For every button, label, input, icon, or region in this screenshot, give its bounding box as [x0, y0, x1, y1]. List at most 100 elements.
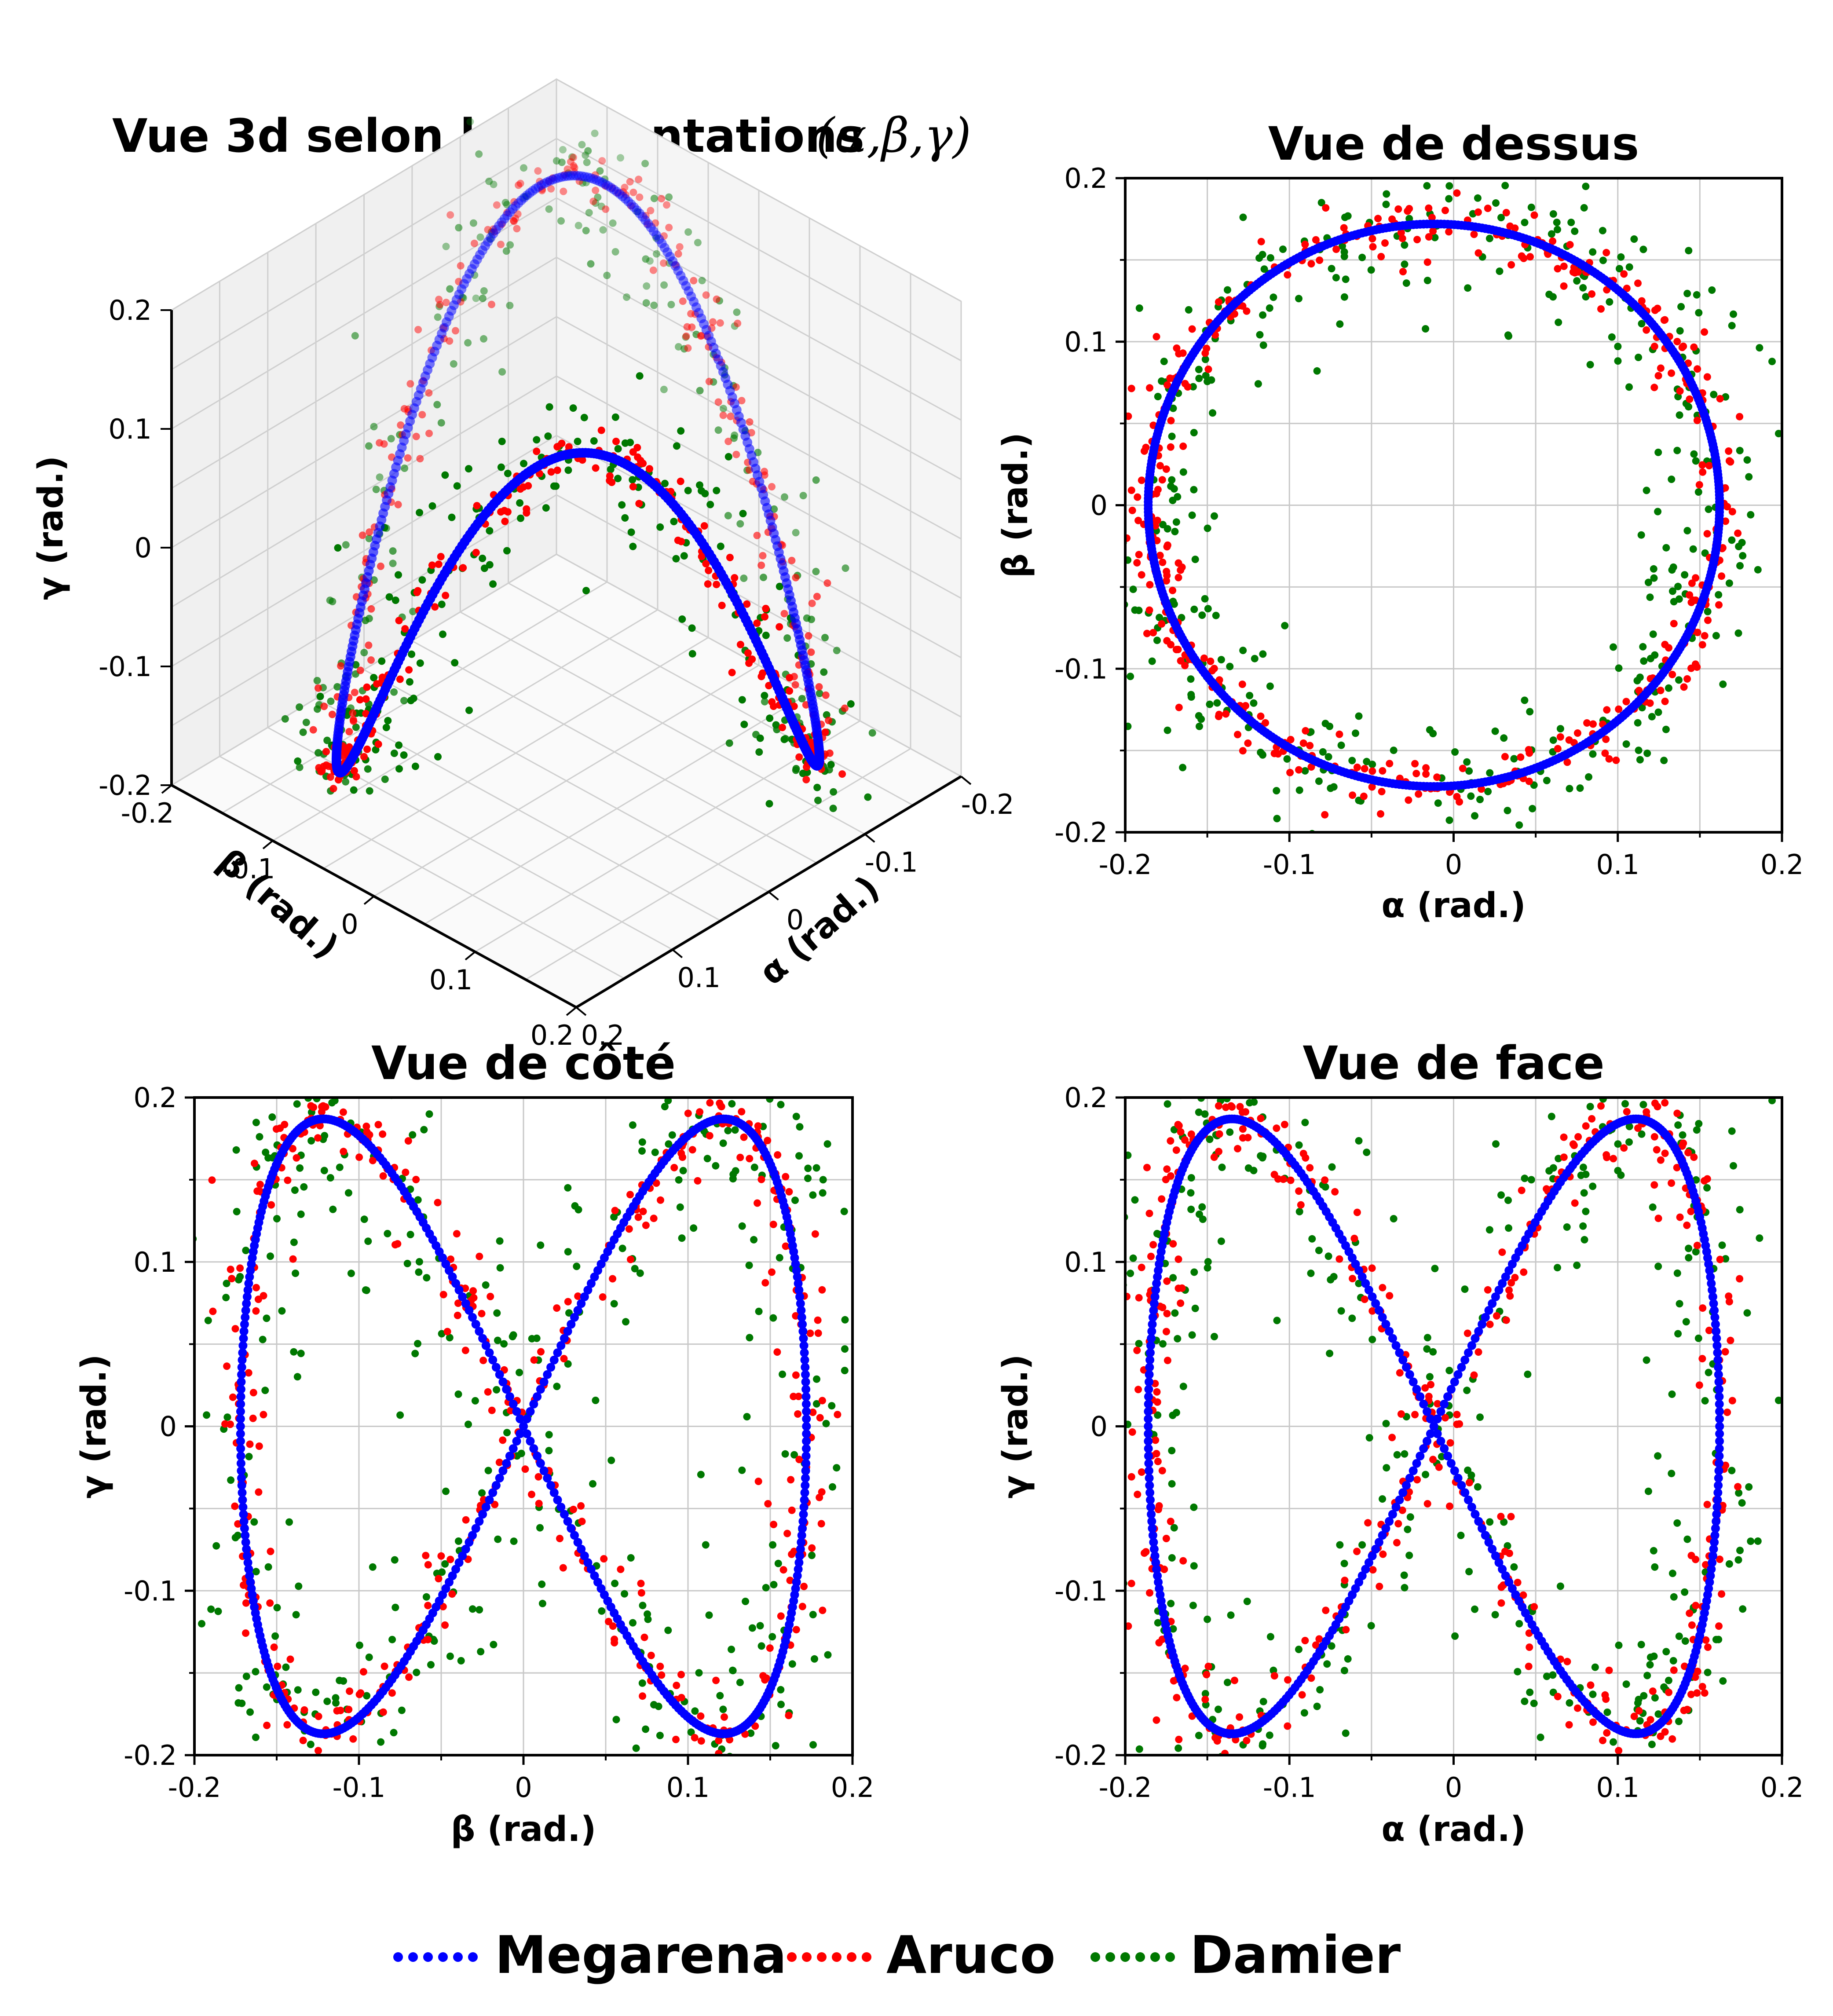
data-point — [1167, 1599, 1175, 1607]
data-point — [338, 1070, 345, 1077]
data-point — [1687, 1690, 1695, 1698]
data-point — [1135, 1294, 1143, 1302]
data-point — [580, 1551, 589, 1560]
data-point — [510, 217, 517, 225]
data-point — [1167, 1172, 1174, 1180]
data-point — [1445, 816, 1453, 824]
data-point — [397, 421, 405, 429]
data-point — [314, 705, 321, 713]
data-point — [567, 158, 574, 166]
data-point — [1154, 486, 1162, 494]
data-point — [1397, 229, 1405, 237]
data-point — [1657, 687, 1665, 695]
data-point — [802, 1422, 811, 1431]
data-point — [236, 1264, 244, 1272]
data-point — [485, 1495, 494, 1504]
data-point — [251, 1160, 258, 1167]
data-point — [703, 1155, 711, 1163]
data-point — [300, 1183, 308, 1191]
data-point — [1236, 1713, 1244, 1721]
data-point — [786, 687, 794, 695]
data-point — [801, 1385, 811, 1394]
data-point — [1445, 182, 1453, 190]
data-point — [1141, 1549, 1148, 1557]
data-point — [1474, 1348, 1482, 1356]
data-point — [826, 749, 834, 757]
data-point — [1146, 1589, 1153, 1597]
data-point — [227, 1266, 234, 1273]
data-point — [242, 1292, 252, 1301]
data-point — [350, 767, 358, 775]
data-point — [297, 1210, 305, 1218]
data-point — [472, 549, 480, 556]
data-point — [658, 195, 666, 203]
data-point — [446, 211, 454, 219]
data-point — [1379, 1495, 1387, 1503]
data-point — [1201, 349, 1209, 357]
data-point — [479, 554, 487, 562]
data-point — [1368, 1307, 1376, 1315]
data-point — [1435, 1463, 1443, 1471]
data-point — [1718, 1241, 1726, 1249]
data-point — [811, 1230, 819, 1238]
data-point — [1315, 777, 1323, 785]
data-point — [510, 1537, 518, 1545]
grid-line — [315, 698, 721, 922]
data-point — [520, 164, 527, 172]
data-point — [1725, 1298, 1733, 1306]
data-point — [808, 1551, 816, 1559]
data-point — [1218, 1163, 1226, 1171]
data-point — [626, 178, 634, 186]
data-point — [428, 502, 436, 510]
data-point — [815, 683, 823, 691]
data-point — [750, 1163, 758, 1171]
data-point — [715, 1737, 723, 1745]
data-point — [732, 450, 740, 458]
data-point — [1573, 277, 1581, 285]
data-point — [437, 552, 445, 560]
data-point — [504, 469, 512, 477]
data-point — [1154, 1506, 1162, 1513]
data-point — [469, 1287, 477, 1295]
data-point — [1463, 1329, 1471, 1337]
data-point — [1625, 1138, 1633, 1146]
data-point — [1200, 654, 1208, 662]
data-point — [538, 1599, 546, 1607]
data-point — [1168, 432, 1176, 440]
data-point — [1774, 430, 1782, 438]
data-point — [658, 1671, 666, 1679]
data-point — [315, 684, 322, 692]
data-point — [1163, 567, 1171, 575]
data-point — [501, 517, 509, 525]
data-point — [1152, 333, 1160, 340]
data-point — [1158, 620, 1166, 628]
data-point — [1287, 735, 1295, 743]
data-point — [1616, 265, 1623, 273]
data-point — [776, 623, 783, 631]
data-point — [1654, 708, 1662, 716]
data-point — [1728, 1127, 1736, 1135]
data-point — [1250, 846, 1258, 853]
data-point — [724, 453, 732, 461]
data-point — [1326, 1350, 1334, 1357]
data-point — [1713, 1348, 1722, 1357]
data-point — [644, 1795, 652, 1803]
data-point — [614, 475, 622, 483]
data-point — [620, 194, 630, 204]
data-point — [516, 1414, 525, 1423]
grid-line — [171, 316, 557, 549]
data-point — [379, 1172, 387, 1180]
data-point — [364, 765, 372, 773]
data-point — [1683, 1535, 1691, 1543]
data-point — [1405, 1488, 1413, 1496]
data-point — [1504, 331, 1512, 339]
data-point — [252, 1568, 260, 1576]
data-point — [1367, 1622, 1375, 1630]
data-point — [1646, 699, 1654, 707]
data-point — [736, 1047, 744, 1055]
data-point — [643, 282, 651, 290]
data-point — [1190, 1268, 1198, 1276]
data-point — [1630, 1712, 1638, 1720]
data-point — [466, 118, 474, 126]
data-point — [794, 1565, 803, 1574]
